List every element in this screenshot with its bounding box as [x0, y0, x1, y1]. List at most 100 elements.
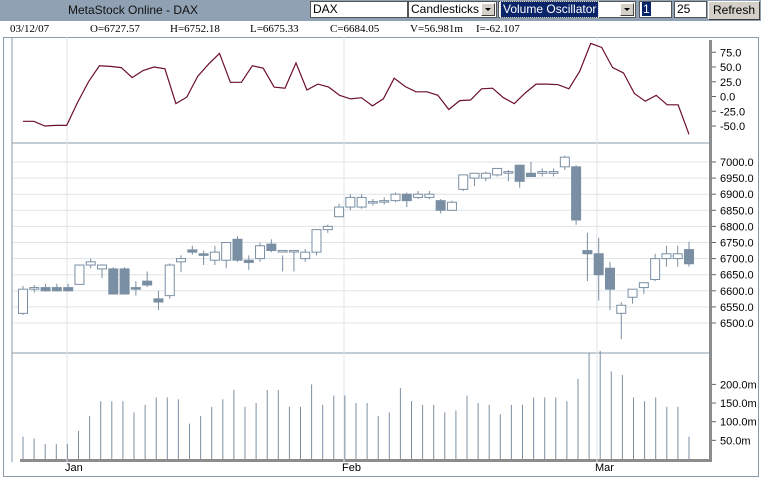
candle: [661, 245, 672, 267]
price-tick: 6500.0: [720, 318, 754, 330]
candle: [390, 192, 401, 203]
candle: [29, 285, 40, 293]
candle: [334, 203, 345, 218]
candle: [108, 267, 119, 295]
candle: [582, 232, 593, 282]
info-low: L=6675.33: [250, 23, 299, 35]
candle: [379, 197, 390, 205]
candle: [300, 248, 311, 262]
candle: [367, 199, 378, 206]
candle: [413, 190, 424, 200]
info-volume: V=56.981m: [410, 23, 463, 35]
candle: [232, 236, 243, 262]
candle: [446, 200, 457, 211]
price-tick: 6850.0: [720, 205, 754, 217]
candle: [672, 245, 683, 267]
candle: [209, 245, 220, 266]
indicator-select[interactable]: Volume Oscillator: [498, 1, 636, 18]
candle: [525, 162, 536, 177]
oscillator-tick: 25.0: [720, 77, 741, 89]
oscillator-line: [23, 42, 690, 135]
info-open: O=6727.57: [90, 23, 140, 35]
candle: [559, 155, 570, 171]
candle: [593, 237, 604, 301]
candle: [514, 164, 525, 188]
candle: [288, 250, 299, 272]
candle: [164, 263, 175, 299]
right-axis-bar: [709, 40, 712, 460]
candle: [153, 290, 164, 311]
candle: [684, 241, 694, 267]
price-tick: 6800.0: [720, 221, 754, 233]
candle: [571, 165, 582, 225]
candle: [74, 264, 85, 285]
price-tick: 6600.0: [720, 286, 754, 298]
candle: [85, 258, 96, 269]
month-label: Mar: [595, 462, 614, 474]
candle: [650, 253, 661, 282]
candle: [627, 288, 638, 304]
oscillator-tick: 75.0: [720, 47, 741, 59]
candle: [221, 242, 232, 269]
volume-tick: 200.0m: [720, 379, 757, 391]
price-tick: 7000.0: [720, 157, 754, 169]
candle: [638, 282, 649, 295]
candle: [322, 224, 333, 233]
candle: [604, 261, 615, 311]
title-bar: MetaStock Online - DAX DAX Candlesticks …: [0, 0, 761, 21]
info-close: C=6684.05: [330, 23, 380, 35]
param2-input[interactable]: 25: [674, 1, 707, 18]
candle: [97, 264, 108, 278]
symbol-input[interactable]: DAX: [310, 1, 408, 18]
oscillator-tick: -50.0: [720, 121, 745, 133]
info-indicator: I=-62.107: [476, 23, 520, 35]
info-high: H=6752.18: [170, 23, 220, 35]
chevron-down-icon[interactable]: [620, 3, 634, 16]
candle: [63, 283, 74, 292]
candle: [469, 172, 480, 187]
candle: [119, 267, 130, 295]
param1-input[interactable]: 1: [639, 1, 672, 18]
candle: [537, 168, 548, 177]
price-tick: 6950.0: [720, 173, 754, 185]
price-tick: 6750.0: [720, 238, 754, 250]
oscillator-tick: 50.0: [720, 62, 741, 74]
price-tick: 6650.0: [720, 270, 754, 282]
candle: [142, 271, 153, 287]
candle: [243, 255, 254, 270]
candle: [18, 285, 28, 315]
oscillator-tick: -25.0: [720, 106, 745, 118]
refresh-button[interactable]: Refresh: [708, 1, 760, 20]
candle: [130, 281, 141, 296]
chevron-down-icon[interactable]: [481, 3, 495, 16]
oscillator-tick: 0.0: [720, 92, 735, 104]
candle: [51, 283, 62, 292]
candle: [492, 167, 503, 177]
candle: [503, 170, 514, 182]
candle: [266, 239, 277, 253]
candle: [198, 250, 209, 266]
candle: [480, 171, 491, 182]
candle: [255, 242, 266, 262]
chart-frame: [3, 37, 759, 477]
candle: [176, 255, 187, 273]
bottom-axis-bar: [20, 459, 712, 462]
candle: [424, 190, 435, 200]
candle: [435, 199, 446, 214]
price-tick: 6700.0: [720, 254, 754, 266]
candle: [401, 192, 412, 208]
candle: [356, 194, 367, 209]
volume-tick: 150.0m: [720, 398, 757, 410]
candle: [40, 283, 51, 292]
price-tick: 6900.0: [720, 189, 754, 201]
volume-tick: 100.0m: [720, 417, 757, 429]
chart-type-select[interactable]: Candlesticks: [408, 1, 497, 18]
candle: [458, 174, 469, 191]
candle: [311, 229, 322, 256]
candle: [616, 302, 627, 340]
price-tick: 6550.0: [720, 302, 754, 314]
candle: [548, 168, 559, 177]
window-title: MetaStock Online - DAX: [68, 3, 199, 17]
candle: [187, 245, 198, 255]
